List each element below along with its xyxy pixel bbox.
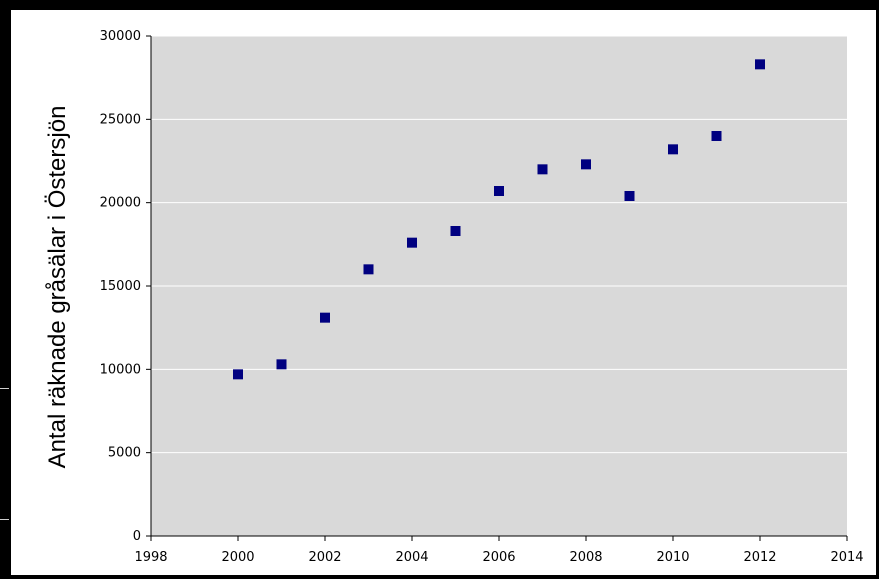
data-point	[668, 144, 678, 155]
edge-divider	[0, 519, 9, 520]
edge-divider	[0, 388, 9, 389]
x-tick-label: 2006	[482, 550, 515, 565]
data-point	[537, 164, 548, 175]
data-point	[320, 312, 330, 323]
data-point	[363, 264, 374, 275]
y-tick-label: 20000	[100, 196, 141, 211]
axis-ticks: 0 5000 10000 15000 20000 25000 30000 1998 2000 20…	[100, 29, 864, 565]
y-tick-label: 30000	[100, 29, 141, 44]
x-tick-label: 2008	[569, 550, 602, 565]
y-axis-label: Antal räknade gråsälar i Östersjön	[44, 105, 71, 469]
data-point	[755, 59, 765, 70]
gridlines	[151, 35, 847, 454]
x-tick-label: 2000	[221, 550, 254, 565]
x-tick-label: 2012	[743, 550, 776, 565]
y-tick-label: 10000	[100, 362, 141, 377]
x-tick-label: 2002	[308, 550, 341, 565]
y-tick-label: 5000	[108, 446, 141, 461]
x-tick-label: 2014	[830, 550, 863, 565]
data-point	[494, 186, 504, 196]
data-point	[233, 369, 243, 380]
data-point	[450, 226, 461, 236]
data-point	[276, 359, 287, 370]
data-point	[407, 237, 417, 248]
data-point	[581, 159, 591, 170]
x-tick-label: 2010	[656, 550, 689, 565]
y-tick-label: 25000	[100, 112, 141, 127]
x-tick-label: 1998	[134, 550, 167, 565]
data-point	[624, 191, 635, 201]
x-tick-label: 2004	[395, 550, 428, 565]
data-point	[711, 131, 722, 141]
y-tick-label: 15000	[100, 279, 141, 294]
y-tick-label: 0	[133, 529, 141, 544]
data-points	[233, 59, 765, 380]
